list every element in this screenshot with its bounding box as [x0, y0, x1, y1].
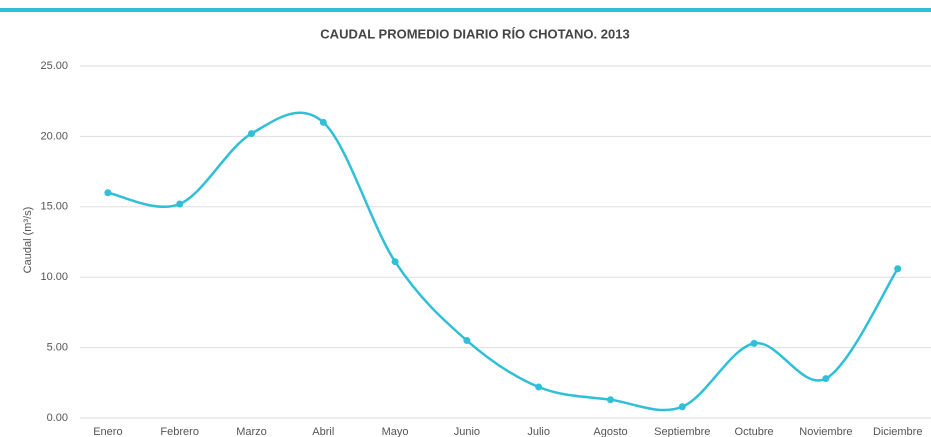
x-tick-label: Mayo: [382, 426, 409, 437]
marker: [750, 339, 758, 347]
marker: [463, 337, 471, 345]
marker: [894, 265, 902, 273]
chart-title: CAUDAL PROMEDIO DIARIO RÍO CHOTANO. 2013: [320, 26, 629, 41]
line: [107, 111, 899, 412]
top-bar: [0, 8, 931, 12]
x-tick-label: Agosto: [593, 426, 627, 437]
x-tick-label: Junio: [454, 426, 480, 437]
y-tick-label: 20.00: [40, 130, 68, 142]
marker: [104, 189, 112, 197]
marker: [678, 403, 686, 411]
y-tick-label: 10.00: [40, 271, 68, 283]
x-tick-label: Febrero: [160, 426, 199, 437]
marker: [248, 130, 255, 138]
y-tick-label: 15.00: [40, 201, 68, 213]
marker: [319, 118, 327, 126]
x-tick-label: Diciembre: [873, 426, 923, 437]
x-tick-label: Abril: [312, 426, 334, 437]
x-tick-label: Julio: [527, 426, 550, 437]
marker: [535, 383, 543, 391]
marker: [176, 200, 184, 208]
x-tick-label: Marzo: [236, 426, 267, 437]
x-tick-label: Septiembre: [654, 426, 710, 437]
x-tick-label: Enero: [93, 426, 122, 437]
y-tick-label: 25.00: [40, 60, 68, 72]
x-tick-label: Octubre: [735, 426, 774, 437]
y-tick-label: 5.00: [47, 342, 68, 354]
y-axis-label: Caudal (m³/s): [22, 207, 34, 274]
y-tick-label: 0.00: [47, 412, 68, 424]
marker: [607, 396, 614, 404]
x-tick-label: Noviembre: [799, 426, 852, 437]
marker: [822, 375, 830, 383]
marker: [391, 258, 399, 266]
